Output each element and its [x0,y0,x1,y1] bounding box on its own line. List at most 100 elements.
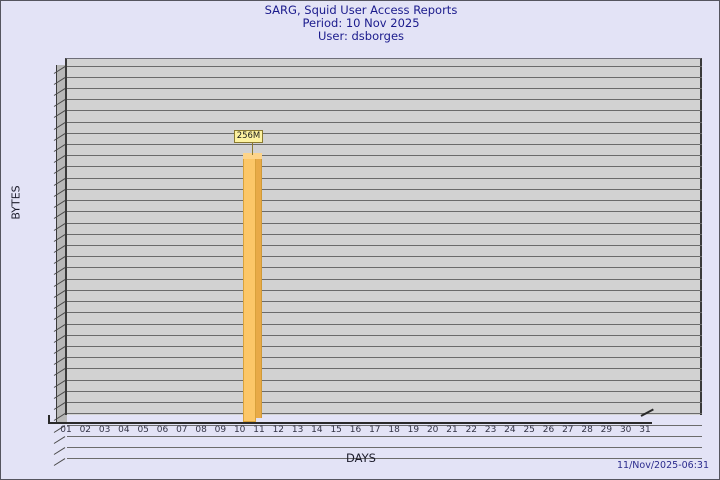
y-axis-tick [53,99,66,108]
y-axis-tick [53,402,66,411]
chart-back-wall [65,58,702,415]
x-axis-tick-label: 07 [176,425,188,435]
y-axis-tick [53,144,66,152]
x-axis-tick-label: 18 [388,425,400,435]
bar-top-face [242,153,262,159]
gridline [67,346,702,347]
gridline [67,121,702,123]
x-axis-tick-label: 10 [233,425,246,435]
x-axis-tick-label: 30 [619,425,632,435]
x-axis-tick-label: 14 [311,425,323,435]
gridline [67,390,702,392]
gridline [67,402,702,404]
bar-day-10[interactable] [242,153,262,422]
chart-gridlines [53,58,702,467]
x-axis-tick-label: 13 [291,425,304,435]
x-axis-tick-label: 16 [349,425,362,435]
bar-label-stem [251,143,253,155]
x-axis-tick-label: 29 [600,425,613,435]
y-axis-tick [53,278,66,287]
x-axis-tick-label: 04 [118,425,130,435]
y-axis-tick [53,177,66,186]
gridline [67,379,702,381]
gridline [67,65,702,67]
y-axis-tick [53,76,66,85]
report-header: SARG, Squid User Access Reports Period: … [1,4,720,43]
y-axis-title: BYTES [9,185,23,220]
report-period: Period: 10 Nov 2025 [302,16,420,30]
gridline [67,424,702,426]
x-axis-tick-labels: 01 02 03 04 05 06 07 08 09 10 11 12 13 14 15 16 17 18 19 20… [56,425,716,439]
gridline [67,144,702,146]
y-axis-tick [53,312,66,321]
chart-left-3d-wall [56,65,67,422]
x-axis-tick-label: 09 [214,425,227,435]
x-axis-title: DAYS [346,451,376,465]
gridline [67,166,702,168]
gridline [67,435,702,437]
y-axis-tick [53,222,66,231]
gridline [67,446,702,448]
gridline [67,233,702,235]
gridline [67,323,702,325]
gridline [67,458,702,460]
y-axis-tick [53,132,66,141]
x-axis-tick-label: 01 [60,425,72,435]
report-title: SARG, Squid User Access Reports [264,3,458,17]
x-axis-tick-label: 21 [446,425,458,435]
y-axis-tick [53,121,66,130]
gridline [67,211,702,213]
y-axis-tick [53,110,66,119]
y-axis-tick [53,413,66,422]
x-axis-tick-label: 05 [137,425,149,435]
gridline [67,76,702,78]
gridline [67,222,702,224]
x-axis-tick-label: 15 [330,425,342,435]
gridline [67,177,702,179]
x-axis-tick-label: 26 [542,425,555,435]
bar-front-face [242,157,256,422]
y-axis-tick [53,323,66,332]
x-axis-tick-label: 23 [484,425,497,435]
x-axis-tick-label: 08 [195,425,207,435]
y-axis-tick [53,368,66,377]
x-axis-tick-label: 03 [98,425,111,435]
x-axis-tick-label: 24 [504,425,516,435]
bar-value-label: 256M [233,130,264,143]
chart-plot-area: 256M [53,58,702,467]
y-axis-tick [53,346,66,354]
gridline [67,132,702,134]
y-axis-tick [53,200,66,209]
y-axis-tick [53,334,66,343]
gridline [67,245,702,247]
gridline [67,368,702,370]
y-axis-tick [53,155,66,164]
y-axis-tick [53,290,66,298]
y-axis-tick [53,211,66,220]
y-axis-tick [53,357,66,366]
gridline [67,188,702,190]
bar-side-face [255,153,262,418]
y-axis-tick [53,379,66,388]
y-axis-tick [53,301,66,310]
y-axis-tick [53,233,66,242]
gridline [67,110,702,112]
gridline [67,99,702,101]
generated-timestamp: 11/Nov/2025-06:31 [616,460,709,471]
y-axis-tick [53,391,66,399]
gridline [67,357,702,359]
gridline [67,278,702,280]
gridline [67,289,702,291]
x-axis-tick-label: 27 [562,425,574,435]
x-axis-tick-label: 19 [407,425,420,435]
y-axis-line [48,415,50,424]
x-axis-tick-label: 20 [426,425,439,435]
x-axis-tick-label: 22 [465,425,478,435]
x-axis-line [48,422,652,424]
y-axis-tick [53,189,66,197]
gridline [67,334,702,336]
y-axis-tick [53,65,66,74]
gridline [67,413,702,415]
x-axis-tick-label: 06 [156,425,169,435]
gridline [67,87,702,89]
